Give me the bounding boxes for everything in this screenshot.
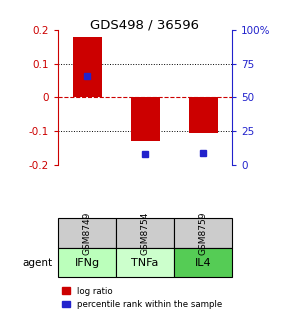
Text: GDS498 / 36596: GDS498 / 36596 — [90, 18, 200, 32]
Bar — [174, 248, 232, 277]
Text: GSM8749: GSM8749 — [82, 211, 92, 255]
Bar — [174, 218, 232, 248]
Text: GSM8754: GSM8754 — [140, 211, 150, 255]
Bar — [130, 97, 160, 141]
Bar — [188, 97, 218, 133]
Bar — [58, 248, 116, 277]
Bar — [116, 248, 174, 277]
Text: TNFa: TNFa — [131, 257, 159, 267]
Text: IL4: IL4 — [195, 257, 211, 267]
Bar — [58, 218, 116, 248]
Text: agent: agent — [22, 257, 52, 267]
Text: IFNg: IFNg — [75, 257, 99, 267]
Legend: log ratio, percentile rank within the sample: log ratio, percentile rank within the sa… — [62, 287, 222, 309]
Bar — [72, 37, 102, 97]
Text: GSM8759: GSM8759 — [198, 211, 208, 255]
Bar — [116, 218, 174, 248]
